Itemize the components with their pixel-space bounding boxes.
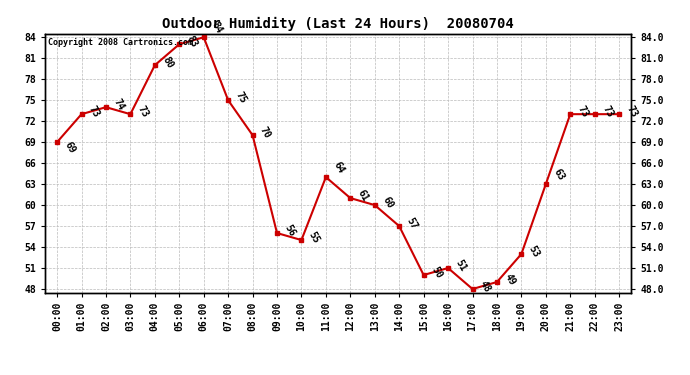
Text: 49: 49 xyxy=(502,272,517,287)
Text: 61: 61 xyxy=(356,188,371,203)
Text: 73: 73 xyxy=(87,104,101,119)
Text: 48: 48 xyxy=(478,279,493,294)
Text: 73: 73 xyxy=(600,104,615,119)
Text: 57: 57 xyxy=(405,216,420,231)
Text: 64: 64 xyxy=(331,160,346,175)
Text: 70: 70 xyxy=(258,125,273,140)
Text: 80: 80 xyxy=(160,55,175,70)
Text: 53: 53 xyxy=(527,244,542,259)
Text: 63: 63 xyxy=(551,167,566,182)
Text: 56: 56 xyxy=(283,223,297,238)
Text: 73: 73 xyxy=(624,104,639,119)
Text: 74: 74 xyxy=(112,97,126,112)
Text: 75: 75 xyxy=(234,90,248,105)
Text: 55: 55 xyxy=(307,230,322,245)
Text: 60: 60 xyxy=(380,195,395,210)
Text: Copyright 2008 Cartronics.com: Copyright 2008 Cartronics.com xyxy=(48,38,193,46)
Text: 83: 83 xyxy=(185,34,199,49)
Text: 73: 73 xyxy=(576,104,591,119)
Text: 50: 50 xyxy=(429,265,444,280)
Text: 73: 73 xyxy=(136,104,150,119)
Text: 69: 69 xyxy=(63,140,77,155)
Text: 84: 84 xyxy=(209,20,224,35)
Title: Outdoor Humidity (Last 24 Hours)  20080704: Outdoor Humidity (Last 24 Hours) 2008070… xyxy=(162,17,514,31)
Text: 51: 51 xyxy=(453,258,468,273)
